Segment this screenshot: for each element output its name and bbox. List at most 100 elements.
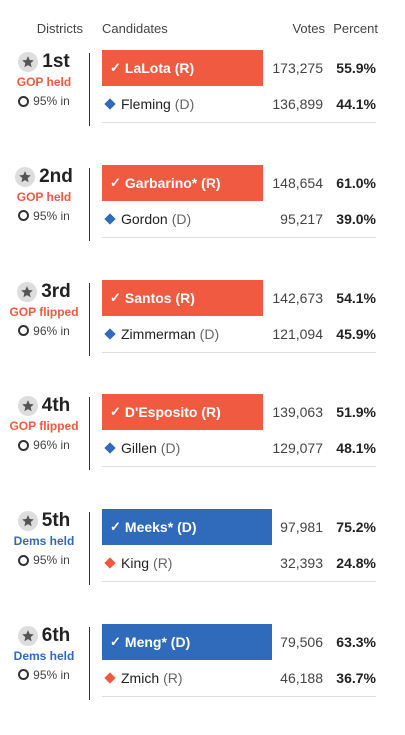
district-name: 2nd <box>39 165 73 187</box>
checkmark-icon: ✓ <box>110 519 121 535</box>
winner-bar: ✓ Meeks* (D) <box>102 509 272 546</box>
district-name: 1st <box>42 51 70 72</box>
loser-percent: 24.8% <box>336 555 376 572</box>
results-header: Districts Candidates Votes Percent <box>0 0 405 46</box>
loser-percent: 48.1% <box>336 440 376 457</box>
checkmark-icon: ✓ <box>110 404 121 420</box>
party-diamond-icon <box>104 442 116 455</box>
loser-percent: 39.0% <box>336 210 376 227</box>
winner-votes: 97,981 <box>280 519 323 536</box>
loser-percent: 45.9% <box>336 325 376 342</box>
reporting-progress-icon <box>18 554 30 566</box>
district-status: GOP held <box>16 189 72 204</box>
winner-party: (D) <box>170 633 191 650</box>
reporting-progress-icon <box>18 439 30 451</box>
race-row: 3rd GOP flipped 96% in ✓ Santos (R) 142,… <box>0 276 405 391</box>
reporting-text: 96% in <box>33 438 70 453</box>
district-status: Dems held <box>13 648 75 663</box>
percent-column-header: Percent <box>333 21 378 36</box>
race-row: 2nd GOP held 95% in ✓ Garbarino* (R) 148… <box>0 161 405 276</box>
loser-row: King (R) 32,393 24.8% <box>102 545 376 583</box>
winner-percent: 55.9% <box>336 60 376 76</box>
loser-percent: 44.1% <box>336 96 376 112</box>
reporting-status: 95% in <box>0 668 88 682</box>
winner-bar: ✓ LaLota (R) <box>102 50 263 86</box>
reporting-status: 96% in <box>0 324 88 338</box>
reporting-progress-icon <box>18 210 30 222</box>
race-row: 5th Dems held 95% in ✓ Meeks* (D) 97,981… <box>0 505 405 620</box>
loser-row: Zimmerman (D) 121,094 45.9% <box>102 316 376 353</box>
loser-name: Gordon <box>121 210 168 227</box>
reporting-text: 95% in <box>33 667 70 682</box>
loser-name: King <box>121 555 150 572</box>
loser-name: Zimmerman <box>121 325 196 342</box>
party-diamond-icon <box>104 557 116 569</box>
loser-party: (D) <box>174 96 195 112</box>
district-name: 4th <box>41 395 71 417</box>
winner-party: (R) <box>201 174 221 191</box>
district-divider <box>89 512 90 586</box>
star-icon[interactable] <box>17 396 38 417</box>
checkmark-icon: ✓ <box>110 289 121 305</box>
star-icon[interactable] <box>17 511 38 532</box>
loser-votes: 136,899 <box>272 96 323 112</box>
loser-name: Zmich <box>121 669 160 686</box>
star-icon[interactable] <box>18 52 39 72</box>
winner-name: LaLota <box>124 60 171 76</box>
loser-votes: 32,393 <box>280 555 323 572</box>
winner-name: Garbarino* <box>124 174 198 191</box>
race-row: 4th GOP flipped 96% in ✓ D'Esposito (R) … <box>0 390 405 505</box>
district-divider <box>89 282 90 356</box>
winner-votes: 139,063 <box>272 404 323 421</box>
loser-name: Fleming <box>121 96 171 112</box>
loser-percent: 36.7% <box>336 669 376 686</box>
loser-row: Gillen (D) 129,077 48.1% <box>102 430 376 468</box>
loser-party: (D) <box>160 440 181 457</box>
winner-votes: 173,275 <box>272 60 323 76</box>
winner-row: ✓ Meeks* (D) 97,981 75.2% <box>102 509 376 546</box>
candidates-column-header: Candidates <box>102 21 168 36</box>
loser-party: (D) <box>199 325 220 342</box>
district-cell: 6th Dems held 95% in <box>0 624 88 682</box>
checkmark-icon: ✓ <box>110 633 121 649</box>
party-diamond-icon <box>104 672 116 684</box>
reporting-status: 95% in <box>0 94 88 108</box>
reporting-progress-icon <box>18 325 30 337</box>
party-diamond-icon <box>104 213 116 225</box>
district-name: 5th <box>41 510 71 532</box>
winner-row: ✓ Santos (R) 142,673 54.1% <box>102 279 376 316</box>
winner-votes: 79,506 <box>280 633 323 650</box>
star-icon[interactable] <box>17 281 38 302</box>
district-status: GOP flipped <box>9 419 79 434</box>
winner-percent: 51.9% <box>336 404 376 421</box>
loser-votes: 129,077 <box>272 440 323 457</box>
district-divider <box>89 53 90 126</box>
district-cell: 5th Dems held 95% in <box>0 509 88 567</box>
votes-column-header: Votes <box>292 21 325 36</box>
winner-row: ✓ Garbarino* (R) 148,654 61.0% <box>102 164 376 201</box>
winner-percent: 75.2% <box>336 519 376 536</box>
winner-percent: 63.3% <box>336 633 376 650</box>
winner-row: ✓ LaLota (R) 173,275 55.9% <box>102 50 376 86</box>
winner-name: D'Esposito <box>124 404 198 421</box>
reporting-status: 96% in <box>0 438 88 452</box>
winner-name: Meeks* <box>124 519 174 536</box>
loser-party: (D) <box>171 210 192 227</box>
districts-column-header: Districts <box>36 21 83 36</box>
winner-bar: ✓ Meng* (D) <box>102 623 272 660</box>
winner-percent: 54.1% <box>336 289 376 306</box>
winner-bar: ✓ D'Esposito (R) <box>102 394 263 431</box>
loser-name: Gillen <box>121 440 157 457</box>
loser-row: Fleming (D) 136,899 44.1% <box>102 86 376 123</box>
winner-party: (D) <box>177 519 197 536</box>
reporting-progress-icon <box>18 95 30 107</box>
star-icon[interactable] <box>15 166 36 187</box>
star-icon[interactable] <box>17 625 38 646</box>
loser-votes: 46,188 <box>280 669 323 686</box>
loser-votes: 95,217 <box>280 210 323 227</box>
winner-row: ✓ D'Esposito (R) 139,063 51.9% <box>102 394 376 431</box>
loser-votes: 121,094 <box>272 325 323 342</box>
loser-row: Zmich (R) 46,188 36.7% <box>102 660 376 697</box>
checkmark-icon: ✓ <box>110 174 121 190</box>
district-cell: 2nd GOP held 95% in <box>0 165 88 223</box>
